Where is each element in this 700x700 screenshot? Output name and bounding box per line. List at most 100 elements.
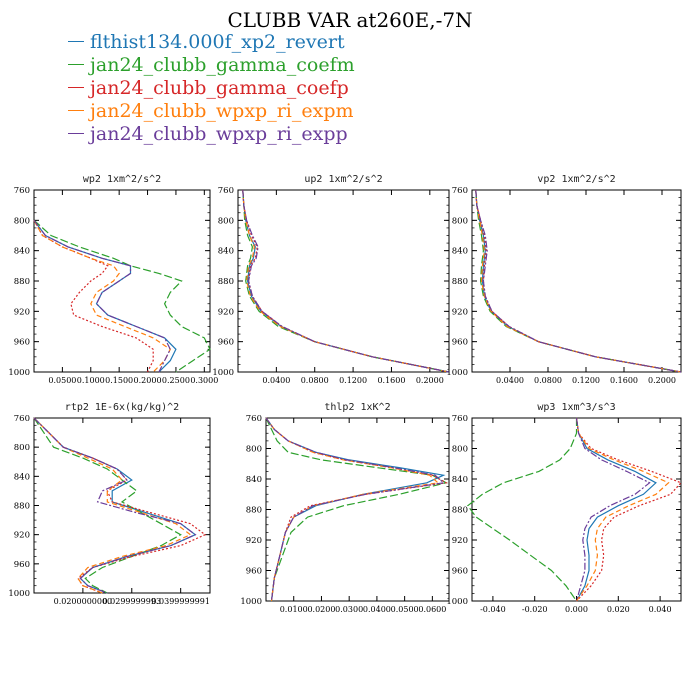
x-tick-label: 0.0800 — [301, 376, 329, 385]
x-tick-label: 0.1200 — [572, 376, 600, 385]
series-line — [575, 417, 683, 602]
legend-entry: jan24_clubb_gamma_coefp — [68, 76, 355, 99]
x-tick-label: 0.000 — [565, 605, 588, 614]
y-tick-label: 760 — [452, 186, 468, 196]
y-tick-label: 960 — [218, 338, 234, 348]
x-tick-label: 0.1600 — [377, 376, 405, 385]
y-tick-label: 880 — [452, 277, 468, 287]
y-tick-label: 760 — [14, 186, 30, 196]
x-tick-label: 0.2500 — [162, 376, 190, 385]
series-line — [475, 189, 682, 373]
x-tick-label: 0.040 — [649, 605, 672, 614]
y-tick-label: 800 — [452, 216, 468, 226]
y-tick-label: 960 — [14, 338, 30, 348]
y-tick-label: 760 — [246, 414, 262, 424]
legend-entry: flthist134.000f_xp2_revert — [68, 30, 355, 53]
series-line — [475, 189, 682, 373]
y-tick-label: 880 — [14, 502, 30, 512]
plot-frame — [237, 189, 450, 373]
y-tick-label: 840 — [452, 247, 468, 257]
series-line — [33, 220, 172, 373]
y-tick-label: 1000 — [446, 368, 468, 378]
x-tick-label: 0.0300 — [335, 605, 363, 614]
x-tick-label: 0.2000 — [648, 376, 676, 385]
y-tick-label: 840 — [452, 475, 468, 485]
y-tick-label: 960 — [452, 338, 468, 348]
panel-title: up2 1xm^2/s^2 — [304, 174, 382, 185]
series-line — [265, 417, 440, 602]
x-tick-label: 0.1200 — [339, 376, 367, 385]
x-tick-label: 0.0400 — [496, 376, 524, 385]
y-tick-label: 800 — [452, 445, 468, 455]
x-tick-label: 0.020 — [607, 605, 630, 614]
y-tick-label: 760 — [452, 414, 468, 424]
x-tick-label: 0.0100 — [280, 605, 308, 614]
y-tick-label: 840 — [14, 247, 30, 257]
y-tick-label: 800 — [218, 216, 234, 226]
y-tick-label: 880 — [14, 277, 30, 287]
series-line — [475, 189, 682, 373]
legend: flthist134.000f_xp2_revert jan24_clubb_g… — [68, 30, 355, 145]
y-tick-label: 920 — [452, 307, 468, 317]
panel-title: wp3 1xm^3/s^3 — [537, 402, 615, 413]
panel-title: wp2 1xm^2/s^2 — [83, 174, 161, 185]
legend-label: jan24_clubb_gamma_coefm — [90, 53, 355, 76]
y-tick-label: 920 — [246, 536, 262, 546]
series-line — [575, 417, 651, 602]
x-tick-label: 0.2000 — [134, 376, 162, 385]
y-tick-label: 960 — [14, 560, 30, 570]
legend-label: flthist134.000f_xp2_revert — [90, 30, 345, 53]
series-line — [33, 219, 171, 373]
series-line — [242, 189, 450, 373]
series-line — [265, 417, 449, 602]
x-tick-label: 0.0400 — [262, 376, 290, 385]
y-tick-label: 1000 — [240, 597, 262, 607]
x-tick-label: 0.0200 — [307, 605, 335, 614]
x-tick-label: 0.0299999993 — [103, 597, 162, 606]
series-line — [265, 417, 445, 602]
series-line — [242, 189, 450, 373]
x-tick-label: 0.0400 — [363, 605, 391, 614]
series-line — [33, 417, 197, 594]
x-tick-label: 0.2000 — [416, 376, 444, 385]
series-line — [475, 189, 682, 373]
series-line — [475, 189, 682, 373]
legend-swatch — [68, 64, 84, 65]
x-tick-label: 0.1500 — [105, 376, 133, 385]
x-tick-label: 0.0200000000 — [54, 597, 113, 606]
y-tick-label: 800 — [14, 443, 30, 453]
panel-title: vp2 1xm^2/s^2 — [537, 174, 615, 185]
legend-swatch — [68, 133, 84, 134]
y-tick-label: 880 — [246, 506, 262, 516]
legend-entry: jan24_clubb_wpxp_ri_expm — [68, 99, 355, 122]
series-line — [242, 189, 450, 373]
y-tick-label: 760 — [218, 186, 234, 196]
y-tick-label: 920 — [452, 536, 468, 546]
legend-entry: jan24_clubb_gamma_coefm — [68, 53, 355, 76]
plot-frame — [33, 189, 211, 373]
panel-title: rtp2 1E-6x(kg/kg)^2 — [65, 402, 179, 413]
series-line — [466, 418, 578, 602]
x-tick-label: 0.0800 — [534, 376, 562, 385]
series-line — [33, 417, 192, 594]
series-line — [575, 417, 657, 602]
x-tick-label: 0.3000 — [190, 376, 218, 385]
x-tick-label: 0.1000 — [77, 376, 105, 385]
y-tick-label: 840 — [14, 472, 30, 482]
x-tick-label: 0.0399999991 — [151, 597, 210, 606]
figure-title: CLUBB VAR at260E,-7N — [227, 8, 473, 32]
x-tick-label: 0.0600 — [418, 605, 446, 614]
y-tick-label: 960 — [452, 567, 468, 577]
series-line — [575, 417, 670, 602]
y-tick-label: 880 — [452, 506, 468, 516]
y-tick-label: 760 — [14, 414, 30, 424]
y-tick-label: 880 — [218, 277, 234, 287]
plot-frame — [471, 189, 682, 373]
y-tick-label: 840 — [246, 475, 262, 485]
series-line — [33, 417, 182, 594]
x-tick-label: 0.1600 — [610, 376, 638, 385]
y-tick-label: 1000 — [446, 597, 468, 607]
legend-label: jan24_clubb_wpxp_ri_expp — [90, 122, 348, 145]
y-tick-label: 920 — [218, 307, 234, 317]
